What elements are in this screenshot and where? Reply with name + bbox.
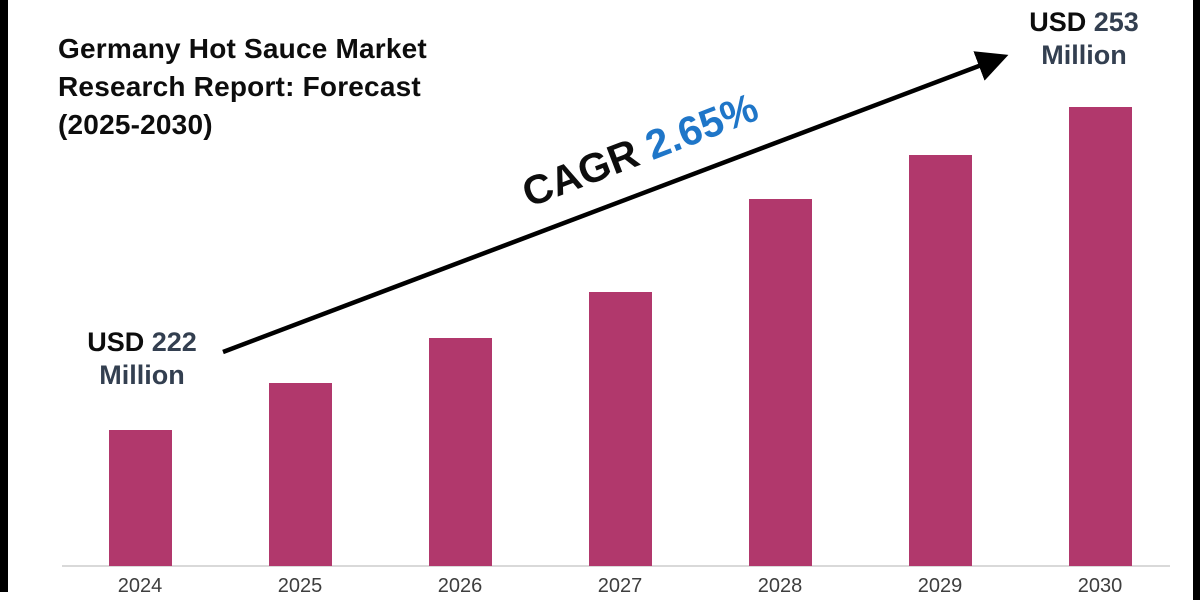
- end-currency: USD: [1029, 7, 1087, 37]
- x-tick-label-2025: 2025: [277, 575, 323, 597]
- x-tick-label-2029: 2029: [917, 575, 963, 597]
- end-value-callout: USD 253 Million: [999, 6, 1169, 72]
- bar-2025: [268, 383, 332, 566]
- start-value-line-2: Million: [99, 360, 185, 390]
- left-frame-bar: [0, 0, 8, 592]
- x-tick-label-2030: 2030: [1077, 575, 1123, 597]
- bar-2027: [588, 292, 652, 566]
- bar-2029: [908, 155, 972, 566]
- chart-title-line-3: (2025-2030): [58, 109, 213, 140]
- x-tick-label-2027: 2027: [597, 575, 643, 597]
- x-tick-label-2026: 2026: [437, 575, 483, 597]
- bar-2024: [108, 430, 172, 566]
- start-amount: 222: [151, 327, 197, 357]
- x-axis-line: [62, 565, 1170, 567]
- x-tick-label-2028: 2028: [757, 575, 803, 597]
- end-value-line-2: Million: [1041, 40, 1127, 70]
- x-tick-label-2024: 2024: [117, 575, 163, 597]
- end-amount: 253: [1093, 7, 1139, 37]
- start-value-line-1: USD 222: [57, 326, 227, 359]
- bar-2030: [1068, 107, 1132, 566]
- end-value-line-1: USD 253: [999, 6, 1169, 39]
- bar-2028: [748, 199, 812, 566]
- right-frame-bar: [1193, 0, 1200, 600]
- bar-2026: [428, 338, 492, 566]
- start-value-callout: USD 222 Million: [57, 326, 227, 392]
- start-currency: USD: [87, 327, 145, 357]
